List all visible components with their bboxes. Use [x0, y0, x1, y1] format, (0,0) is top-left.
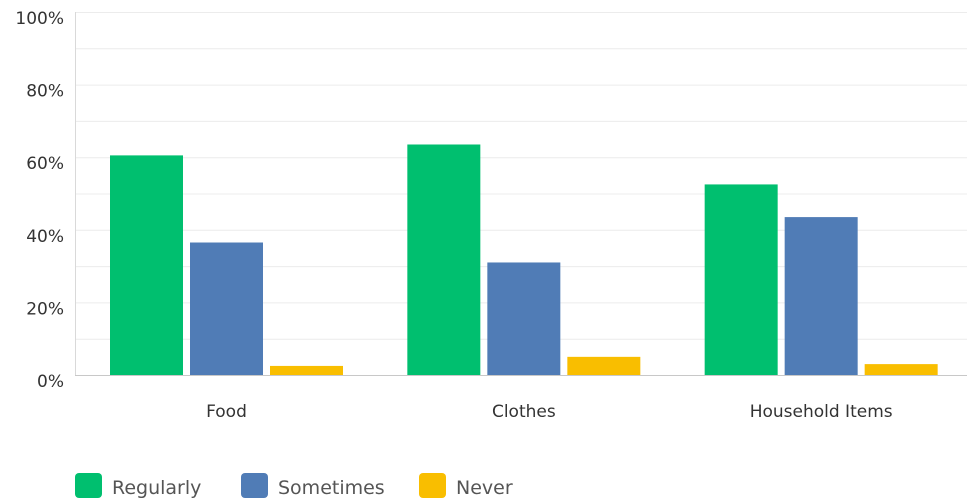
- legend-label-regularly: Regularly: [112, 477, 201, 499]
- y-tick-label: 0%: [37, 372, 64, 392]
- bar-regularly-food: [110, 155, 183, 375]
- y-axis: 0% 20% 40% 60% 80% 100%: [15, 9, 76, 392]
- legend-swatch-regularly: [75, 473, 102, 498]
- bar-never-food: [270, 365, 343, 375]
- legend-swatch-never: [419, 473, 446, 498]
- x-category-label: Clothes: [492, 402, 556, 422]
- x-category-label: Household Items: [750, 402, 893, 422]
- bar-sometimes-household-items: [784, 217, 858, 375]
- legend-swatch-sometimes: [241, 473, 268, 498]
- y-tick-label: 60%: [26, 154, 64, 174]
- y-tick-label: 80%: [26, 82, 64, 102]
- bars: [110, 144, 938, 375]
- bar-sometimes-clothes: [487, 262, 561, 375]
- y-tick-label: 100%: [15, 9, 64, 29]
- x-category-label: Food: [206, 402, 247, 422]
- legend-label-never: Never: [456, 477, 513, 499]
- x-axis: Food Clothes Household Items: [75, 375, 967, 422]
- y-tick-label: 40%: [26, 227, 64, 247]
- y-tick-label: 20%: [26, 299, 64, 319]
- bar-regularly-clothes: [407, 144, 481, 375]
- legend: Regularly Sometimes Never: [75, 473, 513, 499]
- bar-sometimes-food: [190, 242, 263, 375]
- bar-regularly-household-items: [704, 184, 778, 375]
- legend-label-sometimes: Sometimes: [278, 477, 385, 499]
- bar-never-household-items: [864, 364, 938, 375]
- bar-never-clothes: [567, 356, 641, 375]
